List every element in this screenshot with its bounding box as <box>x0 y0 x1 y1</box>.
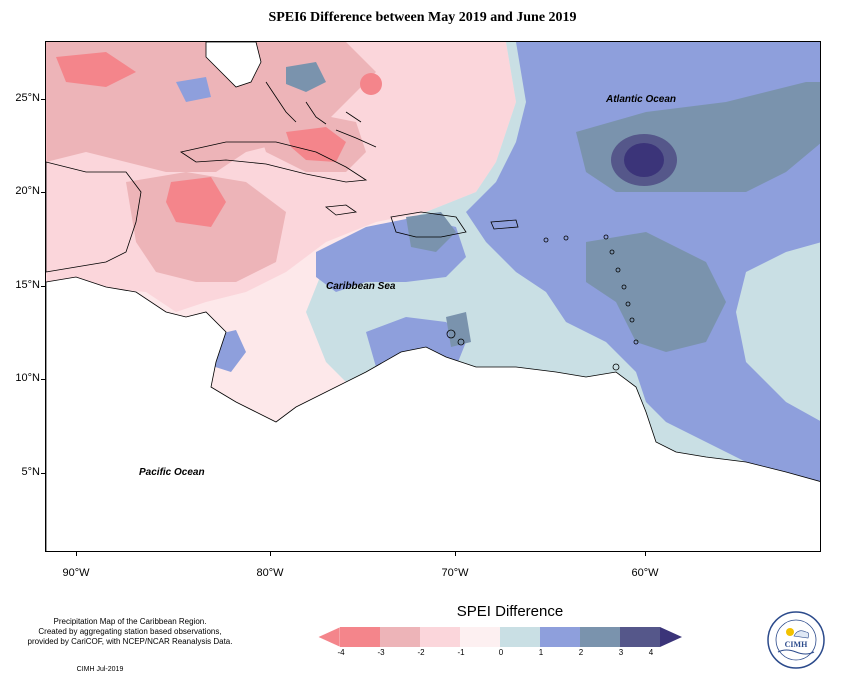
legend-arrow-right <box>660 627 682 647</box>
lesser-antilles <box>446 234 639 371</box>
footer-credit: CIMH Jul-2019 <box>76 666 124 673</box>
lon-tick <box>645 552 646 556</box>
legend-swatch <box>380 627 420 647</box>
lat-tick <box>41 473 45 474</box>
legend-swatch <box>540 627 580 647</box>
lon-label-70w: 70°W <box>441 567 469 579</box>
legend-swatch <box>420 627 460 647</box>
positive-zone-strong-hispaniola <box>406 212 456 252</box>
legend-arrow-left <box>318 627 341 647</box>
legend-tick: 4 <box>648 648 654 657</box>
negative-zone-strong-west <box>166 177 226 227</box>
lon-tick <box>270 552 271 556</box>
map-title: SPEI6 Difference between May 2019 and Ju… <box>268 10 577 25</box>
lon-tick <box>455 552 456 556</box>
lon-tick <box>76 552 77 556</box>
lat-label-20n: 20°N <box>15 185 40 197</box>
lat-label-5n: 5°N <box>21 466 40 478</box>
positive-zone-extreme-core <box>624 143 664 177</box>
legend-swatch <box>340 627 380 647</box>
cloud-icon <box>793 630 809 639</box>
atlantic-ocean-label: Atlantic Ocean <box>606 94 677 105</box>
positive-zone-mid-florida <box>176 77 211 102</box>
lat-tick <box>41 379 45 380</box>
negative-zone-strong-north <box>56 52 136 87</box>
caribbean-sea-label: Caribbean Sea <box>326 281 396 292</box>
legend-tick: 0 <box>498 648 504 657</box>
legend-tick: -1 <box>457 648 465 657</box>
lat-label-25n: 25°N <box>15 92 40 104</box>
pacific-ocean-label: Pacific Ocean <box>139 467 205 478</box>
lon-label-60w: 60°W <box>631 567 659 579</box>
negative-spot-bahamas <box>360 73 382 95</box>
sun-icon <box>786 628 794 636</box>
legend-tick: 2 <box>578 648 584 657</box>
lat-label-15n: 15°N <box>15 279 40 291</box>
wave-icon <box>777 649 815 655</box>
hispaniola-outline <box>390 211 467 238</box>
florida-landmass <box>205 42 262 88</box>
map-canvas <box>46 42 820 551</box>
logo-text: CIMH <box>785 640 808 649</box>
footer-line-1: Precipitation Map of the Caribbean Regio… <box>53 617 207 626</box>
mainland-landmass <box>46 276 820 551</box>
lon-label-80w: 80°W <box>256 567 284 579</box>
lat-label-10n: 10°N <box>15 372 40 384</box>
negative-zone-mid-west <box>126 172 286 282</box>
lat-tick <box>41 192 45 193</box>
legend-colorbar <box>318 627 682 647</box>
legend-tick: -3 <box>377 648 385 657</box>
legend-tick: -2 <box>417 648 425 657</box>
positive-zone-strong-aruba <box>446 312 471 347</box>
negative-zone-strong-cuba <box>286 127 346 162</box>
legend-swatch <box>460 627 500 647</box>
spei-map <box>45 41 821 552</box>
lat-tick <box>41 99 45 100</box>
legend-title: SPEI Difference <box>456 603 564 620</box>
legend-tick: 1 <box>538 648 544 657</box>
positive-zone-strong-bahamas <box>286 62 326 92</box>
legend-swatch <box>580 627 620 647</box>
lat-tick <box>41 286 45 287</box>
yucatan-outline <box>46 161 142 273</box>
bahamas-islands <box>265 81 377 148</box>
positive-zone-strong-antilles <box>586 232 726 352</box>
legend-tick: -4 <box>337 648 345 657</box>
cimh-logo: CIMH <box>767 611 825 669</box>
legend-swatch <box>500 627 540 647</box>
legend-swatch <box>620 627 660 647</box>
jamaica-outline <box>324 204 358 216</box>
cuba-outline <box>179 141 368 183</box>
puerto-rico-outline <box>490 219 519 230</box>
legend-tick: 3 <box>618 648 624 657</box>
footer-line-2: Created by aggregating station based obs… <box>38 627 222 636</box>
lon-label-90w: 90°W <box>62 567 90 579</box>
footer-line-3: provided by CariCOF, with NCEP/NCAR Rean… <box>27 637 233 646</box>
